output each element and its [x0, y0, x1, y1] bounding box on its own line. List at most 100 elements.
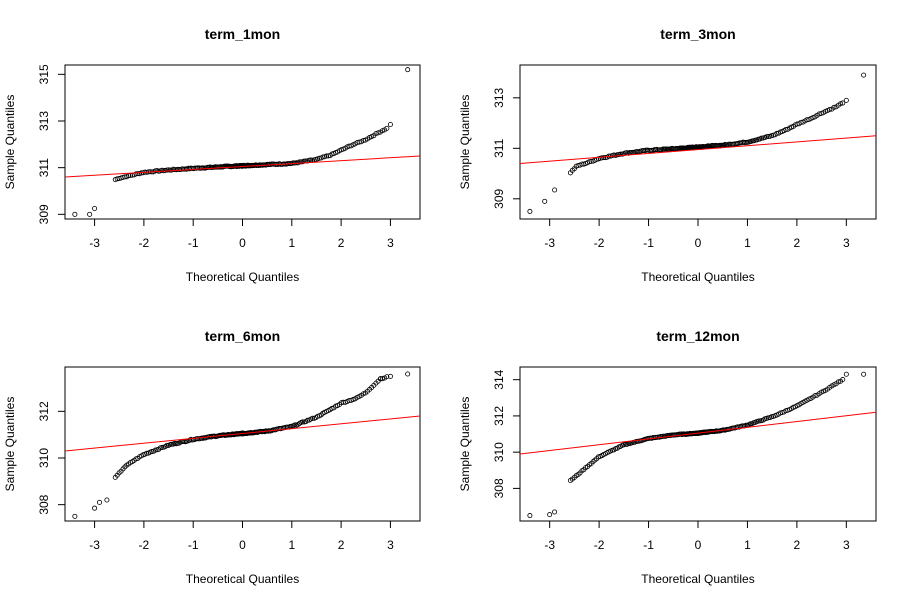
sample-point [527, 208, 533, 214]
sample-point [375, 130, 381, 136]
x-tick-label: 0 [695, 538, 702, 552]
x-tick-label: 1 [288, 236, 295, 250]
sample-point [164, 442, 170, 448]
sample-point [764, 134, 770, 140]
sample-point [827, 106, 833, 112]
qq-reference-line [65, 155, 420, 178]
sample-point [133, 171, 139, 177]
qq-panel-term_1mon: term_1mon -3 -2 -1 0 1 2 3 309 311 313 315 Theoretic… [3, 26, 421, 284]
sample-point [812, 393, 818, 399]
y-axis-label: Sample Quantiles [458, 397, 472, 492]
sample-point [840, 100, 846, 106]
y-tick-label: 311 [37, 158, 51, 177]
panel-title: term_1mon [205, 26, 280, 42]
sample-point [599, 155, 605, 161]
x-tick-label: -1 [188, 538, 199, 552]
x-tick-label: -3 [544, 236, 555, 250]
x-tick-label: 1 [744, 236, 751, 250]
x-tick-label: 0 [239, 538, 246, 552]
plot-frame [64, 366, 421, 522]
sample-point [818, 110, 824, 116]
qq-panel-term_3mon: term_3mon -3 -2 -1 0 1 2 3 309 311 313 Theoretical … [458, 26, 877, 284]
sample-point [542, 198, 548, 204]
y-axis-label: Sample Quantiles [458, 95, 472, 190]
panel-title: term_6mon [205, 328, 280, 344]
sample-point [297, 159, 303, 165]
x-tick-label: -3 [544, 538, 555, 552]
y-tick-label: 314 [492, 369, 506, 389]
sample-point [765, 134, 771, 140]
x-tick-label: -3 [89, 538, 100, 552]
plot-area [65, 67, 420, 217]
x-tick-label: -2 [594, 236, 605, 250]
sample-point [384, 125, 390, 131]
x-tick-label: -1 [643, 236, 654, 250]
x-tick-label: -1 [643, 538, 654, 552]
sample-point [378, 376, 384, 382]
panel-title: term_3mon [660, 26, 735, 42]
sample-point [831, 104, 837, 110]
sample-point [298, 159, 304, 165]
sample-point [320, 154, 326, 160]
y-tick-label: 310 [492, 442, 506, 462]
y-tick-label: 311 [492, 138, 506, 157]
sample-point [97, 499, 103, 505]
x-tick-label: -2 [139, 538, 150, 552]
sample-point [861, 371, 867, 377]
x-tick-label: 2 [338, 538, 345, 552]
sample-point [356, 139, 362, 145]
sample-point [360, 137, 366, 143]
sample-point [405, 67, 411, 73]
sample-point [305, 417, 311, 423]
x-tick-label: 3 [387, 538, 394, 552]
sample-point [379, 376, 385, 382]
x-tick-label: -2 [594, 538, 605, 552]
x-tick-label: 2 [794, 236, 801, 250]
y-axis-label: Sample Quantiles [3, 95, 17, 190]
sample-point [861, 72, 867, 78]
qq-panel-term_6mon: term_6mon -3 -2 -1 0 1 2 3 308 310 312 Theoretical … [3, 328, 421, 586]
sample-point [552, 509, 558, 515]
sample-point [748, 421, 754, 427]
sample-point [167, 167, 173, 173]
sample-point [92, 505, 98, 511]
sample-point [547, 512, 553, 518]
x-axis-label: Theoretical Quantiles [186, 270, 299, 284]
sample-point [835, 379, 841, 385]
x-axis-label: Theoretical Quantiles [641, 572, 754, 586]
sample-point [379, 128, 385, 134]
sample-point [405, 371, 411, 377]
x-tick-label: -1 [188, 236, 199, 250]
x-tick-label: 1 [288, 538, 295, 552]
plot-frame [519, 366, 877, 522]
sample-point [72, 513, 78, 519]
sample-point [838, 101, 844, 107]
x-axis-label: Theoretical Quantiles [641, 270, 754, 284]
sample-point [104, 497, 110, 503]
x-tick-label: 2 [338, 236, 345, 250]
sample-point [135, 171, 141, 177]
sample-point [144, 450, 150, 456]
x-tick-label: -2 [139, 236, 150, 250]
qq-reference-line [520, 135, 876, 164]
y-tick-label: 308 [492, 478, 506, 498]
sample-point [618, 151, 624, 157]
y-tick-label: 313 [37, 111, 51, 131]
qq-panel-term_12mon: term_12mon -3 -2 -1 0 1 2 3 308 310 312 314 Theoreti… [458, 328, 877, 586]
x-tick-label: 0 [239, 236, 246, 250]
y-tick-label: 308 [37, 494, 51, 514]
plot-frame [519, 64, 877, 220]
y-axis-label: Sample Quantiles [3, 397, 17, 492]
sample-point [527, 513, 533, 519]
sample-point [87, 211, 93, 217]
sample-point [310, 415, 316, 421]
y-tick-label: 312 [492, 406, 506, 426]
sample-point [614, 152, 620, 158]
x-axis-label: Theoretical Quantiles [186, 572, 299, 586]
sample-point [586, 159, 592, 165]
sample-point [843, 371, 849, 377]
x-tick-label: 3 [843, 236, 850, 250]
sample-point [373, 131, 379, 137]
y-tick-label: 310 [37, 448, 51, 468]
